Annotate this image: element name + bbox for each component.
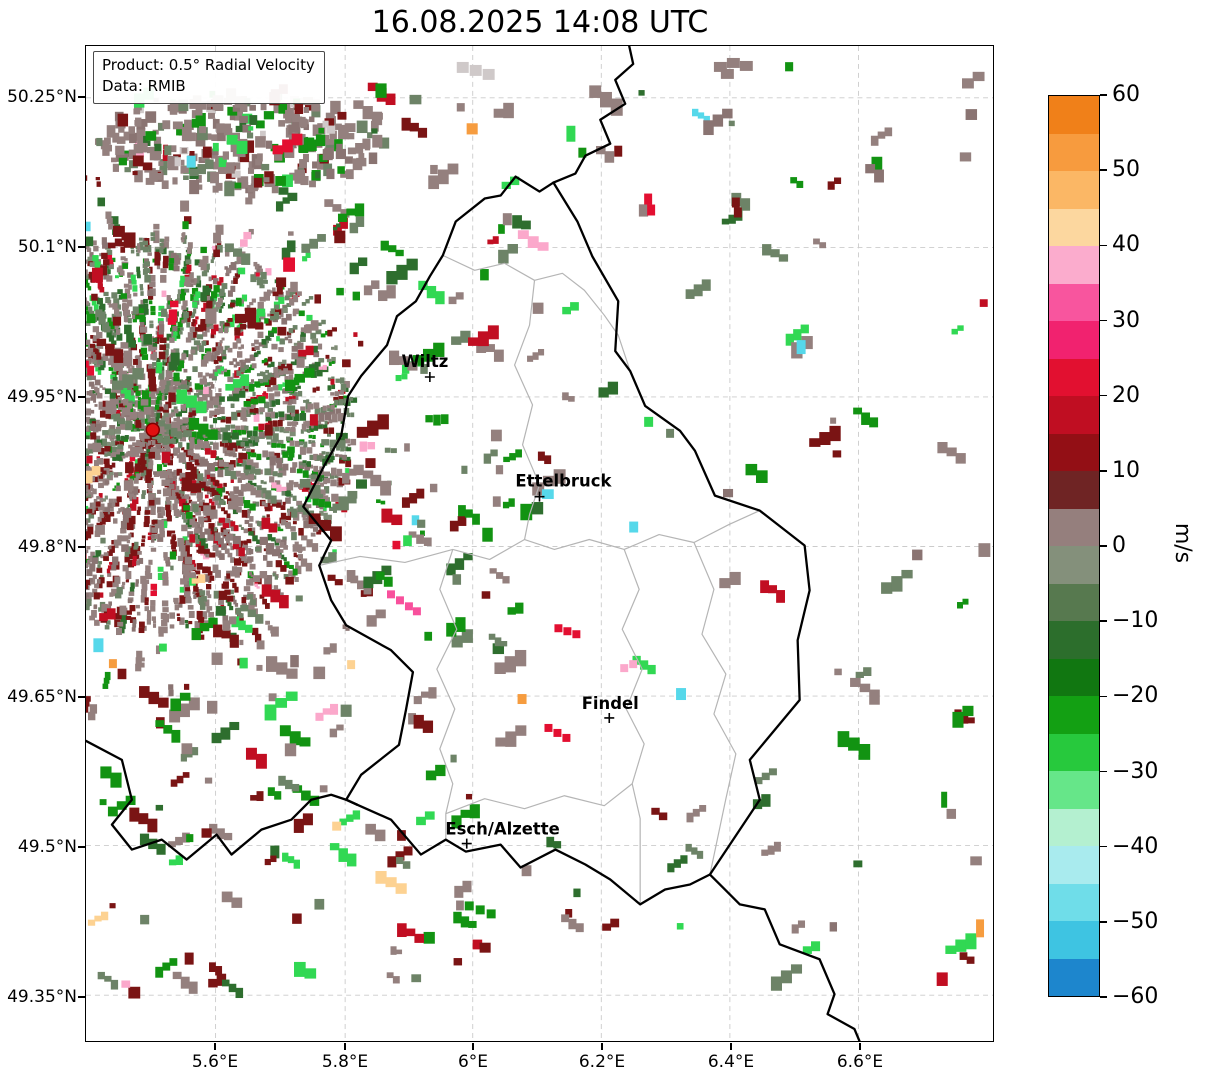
colorbar-tick-label: −30: [1112, 758, 1159, 784]
y-tick-mark: [78, 846, 85, 848]
colorbar-band: [1049, 433, 1099, 471]
colorbar-tick-label: −20: [1112, 683, 1159, 709]
y-tick-mark: [78, 96, 85, 98]
x-tick-mark: [859, 1043, 861, 1050]
country-borders: [86, 46, 861, 1041]
colorbar-tick-mark: [1100, 996, 1107, 998]
colorbar-tick-label: 30: [1112, 307, 1140, 333]
colorbar-tick-label: 50: [1112, 157, 1140, 183]
colorbar-band: [1049, 283, 1099, 321]
colorbar-tick-label: −40: [1112, 833, 1159, 859]
colorbar-band: [1049, 771, 1099, 809]
canton-borders: [319, 254, 761, 905]
city-marker: [461, 838, 472, 849]
colorbar-band: [1049, 733, 1099, 771]
colorbar-tick-mark: [1100, 770, 1107, 773]
colorbar-tick-mark: [1100, 921, 1107, 923]
colorbar-band: [1049, 471, 1099, 509]
city-labels: Wiltz Ettelbruck Findel Esch/Alzette: [401, 352, 639, 849]
colorbar-band: [1049, 808, 1099, 846]
map-canvas: Wiltz Ettelbruck Findel Esch/Alzette: [86, 46, 993, 1041]
city-label: Esch/Alzette: [445, 820, 559, 839]
y-tick-label: 49.5°N: [17, 837, 77, 857]
colorbar-tick-mark: [1100, 169, 1107, 171]
x-tick-label: 5.6°E: [191, 1052, 239, 1072]
colorbar-band: [1049, 621, 1099, 659]
colorbar-tick-mark: [1100, 244, 1107, 247]
colorbar-band: [1049, 696, 1099, 734]
x-tick-label: 6°E: [457, 1052, 489, 1072]
y-tick-mark: [78, 396, 85, 398]
colorbar-band: [1049, 546, 1099, 584]
colorbar-tick-label: −50: [1112, 908, 1159, 934]
y-tick-mark: [78, 696, 85, 698]
radar-site-marker: [145, 422, 161, 438]
radar-echo-field: [86, 62, 991, 999]
x-tick-mark: [344, 1043, 346, 1050]
colorbar-band: [1049, 171, 1099, 209]
colorbar-unit-label: m/s: [1170, 522, 1195, 564]
x-tick-mark: [601, 1043, 603, 1050]
colorbar-band: [1049, 846, 1099, 884]
y-tick-label: 50.25°N: [7, 87, 77, 107]
city-label: Findel: [582, 694, 639, 713]
y-tick-label: 49.65°N: [7, 687, 77, 707]
colorbar-tick-mark: [1100, 620, 1107, 622]
colorbar-tick-mark: [1100, 319, 1107, 322]
colorbar-tick-label: 10: [1112, 457, 1140, 483]
city-label: Ettelbruck: [515, 472, 612, 491]
colorbar-band: [1049, 921, 1099, 959]
product-info-line: Product: 0.5° Radial Velocity: [102, 56, 315, 74]
colorbar-tick-mark: [1100, 545, 1107, 547]
y-tick-mark: [78, 246, 85, 248]
colorbar-tick-mark: [1100, 394, 1107, 397]
colorbar-band: [1049, 246, 1099, 284]
colorbar-tick-label: −10: [1112, 608, 1159, 634]
colorbar-band: [1049, 583, 1099, 621]
colorbar-band: [1049, 96, 1099, 134]
figure-title: 16.08.2025 14:08 UTC: [371, 5, 709, 40]
colorbar: [1048, 95, 1100, 997]
colorbar-tick-label: 0: [1112, 533, 1126, 558]
data-source-line: Data: RMIB: [102, 77, 186, 96]
colorbar-band: [1049, 658, 1099, 696]
colorbar-tick-mark: [1100, 845, 1107, 848]
colorbar-band: [1049, 958, 1099, 996]
y-tick-label: 49.95°N: [7, 387, 77, 407]
colorbar-band: [1049, 396, 1099, 434]
x-tick-label: 6.6°E: [836, 1052, 884, 1072]
colorbar-band: [1049, 133, 1099, 171]
city-label: Wiltz: [401, 352, 448, 371]
x-tick-mark: [730, 1043, 732, 1050]
colorbar-band: [1049, 321, 1099, 359]
x-tick-label: 6.2°E: [578, 1052, 626, 1072]
x-tick-mark: [214, 1043, 216, 1050]
colorbar-tick-label: 60: [1112, 82, 1140, 107]
colorbar-band: [1049, 358, 1099, 396]
y-tick-label: 49.8°N: [17, 537, 77, 557]
colorbar-tick-mark: [1100, 695, 1107, 698]
colorbar-tick-label: −60: [1112, 984, 1159, 1009]
colorbar-band: [1049, 883, 1099, 921]
y-tick-label: 50.1°N: [17, 237, 77, 257]
colorbar-band: [1049, 208, 1099, 246]
colorbar-tick-label: 20: [1112, 382, 1140, 408]
city-marker: [604, 712, 615, 723]
y-tick-label: 49.35°N: [7, 987, 77, 1007]
y-tick-mark: [78, 996, 85, 998]
city-marker: [424, 372, 435, 382]
colorbar-tick-label: 40: [1112, 232, 1140, 258]
colorbar-tick-mark: [1100, 94, 1107, 96]
x-tick-label: 5.8°E: [321, 1052, 369, 1072]
colorbar-tick-mark: [1100, 470, 1107, 472]
radar-echo-highlights: [108, 57, 985, 938]
colorbar-band: [1049, 508, 1099, 546]
product-info-box: Product: 0.5° Radial Velocity Data: RMIB: [93, 51, 325, 104]
x-tick-label: 6.4°E: [707, 1052, 755, 1072]
y-tick-mark: [78, 546, 85, 548]
x-tick-mark: [472, 1043, 474, 1050]
map-plot: Wiltz Ettelbruck Findel Esch/Alzette Produc…: [85, 45, 994, 1042]
city-marker: [534, 491, 545, 502]
